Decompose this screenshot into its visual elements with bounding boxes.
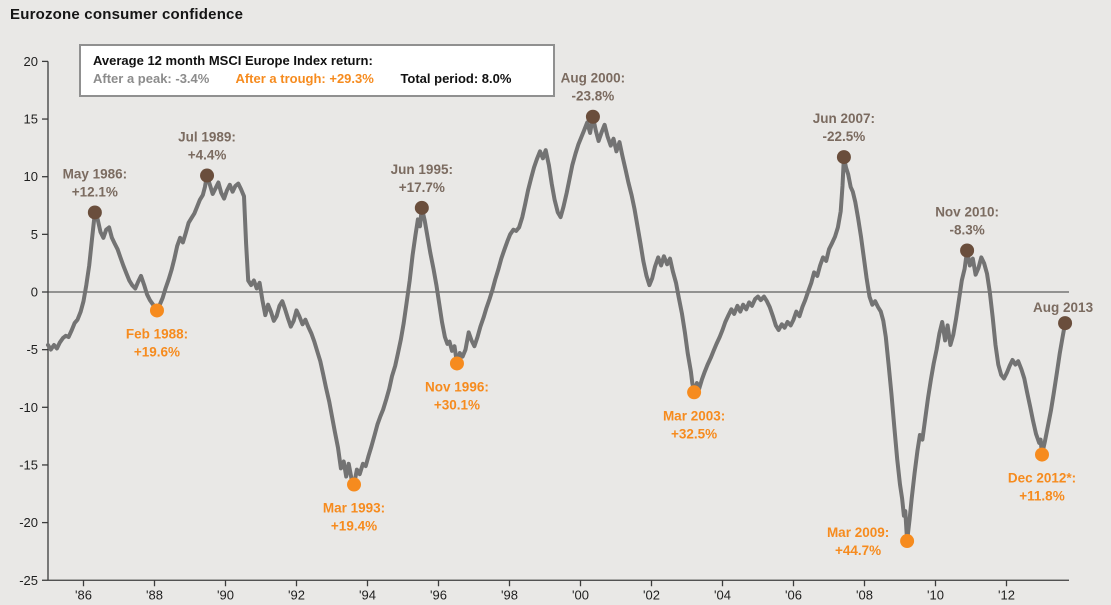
confidence-series-line — [46, 114, 1068, 543]
x-axis-label: '92 — [288, 587, 305, 602]
x-axis-label: '94 — [359, 587, 376, 602]
annotation-return: -22.5% — [823, 129, 866, 144]
legend-after-peak: After a peak: -3.4% — [93, 71, 210, 86]
endpoint-marker — [1058, 316, 1073, 331]
legend-total-period: Total period: 8.0% — [400, 71, 512, 86]
annotation-return: +19.6% — [134, 344, 180, 359]
annotation-return: +44.7% — [835, 543, 881, 558]
x-axis-label: '98 — [501, 587, 518, 602]
annotation-date: Mar 2009: — [827, 525, 889, 540]
legend-after-trough: After a trough: +29.3% — [235, 71, 374, 86]
annotation-date: Dec 2012*: — [1008, 471, 1076, 486]
annotation-date: Mar 1993: — [323, 501, 385, 516]
x-axis-label: '88 — [146, 587, 163, 602]
trough-marker — [449, 356, 464, 371]
annotation-return: +30.1% — [434, 397, 480, 412]
peak-marker — [585, 109, 600, 124]
annotation-date: Jun 2007: — [813, 111, 875, 126]
annotation-return: +12.1% — [72, 184, 118, 199]
peak-marker — [200, 168, 215, 183]
peak-marker — [960, 243, 975, 258]
legend-box: Average 12 month MSCI Europe Index retur… — [79, 44, 555, 97]
peak-marker — [836, 150, 851, 165]
x-axis-label: '86 — [75, 587, 92, 602]
trough-marker — [1035, 447, 1049, 462]
x-axis-label: '00 — [572, 587, 589, 602]
peak-marker — [87, 205, 102, 220]
annotation-date: Feb 1988: — [126, 326, 188, 341]
y-axis-label: -20 — [19, 515, 38, 530]
y-axis-label: -25 — [19, 573, 38, 588]
annotation-return: +11.8% — [1019, 489, 1064, 504]
annotation-date: Nov 1996: — [425, 379, 489, 394]
x-axis-label: '96 — [430, 587, 447, 602]
y-axis-label: -10 — [19, 400, 38, 415]
y-axis-label: 0 — [31, 285, 38, 300]
x-axis-label: '08 — [856, 587, 873, 602]
x-axis-label: '02 — [643, 587, 660, 602]
annotation-date: Jun 1995: — [391, 162, 453, 177]
trough-marker — [149, 303, 164, 318]
y-axis-label: -5 — [26, 342, 38, 357]
peak-marker — [414, 200, 429, 215]
annotation-date: Nov 2010: — [935, 204, 999, 219]
annotation-date: May 1986: — [63, 166, 128, 181]
annotation-return: -8.3% — [949, 222, 984, 237]
annotation-return: +4.4% — [188, 148, 227, 163]
x-axis-label: '04 — [714, 587, 731, 602]
annotation-return: -23.8% — [572, 89, 615, 104]
annotation-return: +32.5% — [671, 426, 717, 441]
x-axis-label: '06 — [785, 587, 802, 602]
trough-marker — [900, 534, 915, 549]
y-axis-label: -15 — [19, 457, 38, 472]
annotation-date: Aug 2000: — [561, 71, 626, 86]
trough-marker — [687, 385, 702, 400]
annotation-return: +17.7% — [399, 180, 445, 195]
annotation-return: +19.4% — [331, 519, 377, 534]
trough-marker — [347, 477, 362, 492]
annotation-date: Jul 1989: — [178, 130, 236, 145]
x-axis-label: '90 — [217, 587, 234, 602]
y-axis-label: 10 — [24, 169, 38, 184]
page-title: Eurozone consumer confidence — [10, 6, 244, 23]
y-axis-label: 5 — [31, 227, 38, 242]
x-axis-label: '10 — [927, 587, 944, 602]
annotation-date: Mar 2003: — [663, 408, 725, 423]
y-axis-label: 20 — [24, 54, 38, 69]
legend-heading: Average 12 month MSCI Europe Index retur… — [93, 53, 373, 68]
y-axis-label: 15 — [24, 112, 38, 127]
legend-row: After a peak: -3.4% After a trough: +29.… — [93, 70, 541, 88]
annotation-date: Aug 2013 — [1033, 300, 1094, 315]
x-axis-label: '12 — [998, 587, 1015, 602]
